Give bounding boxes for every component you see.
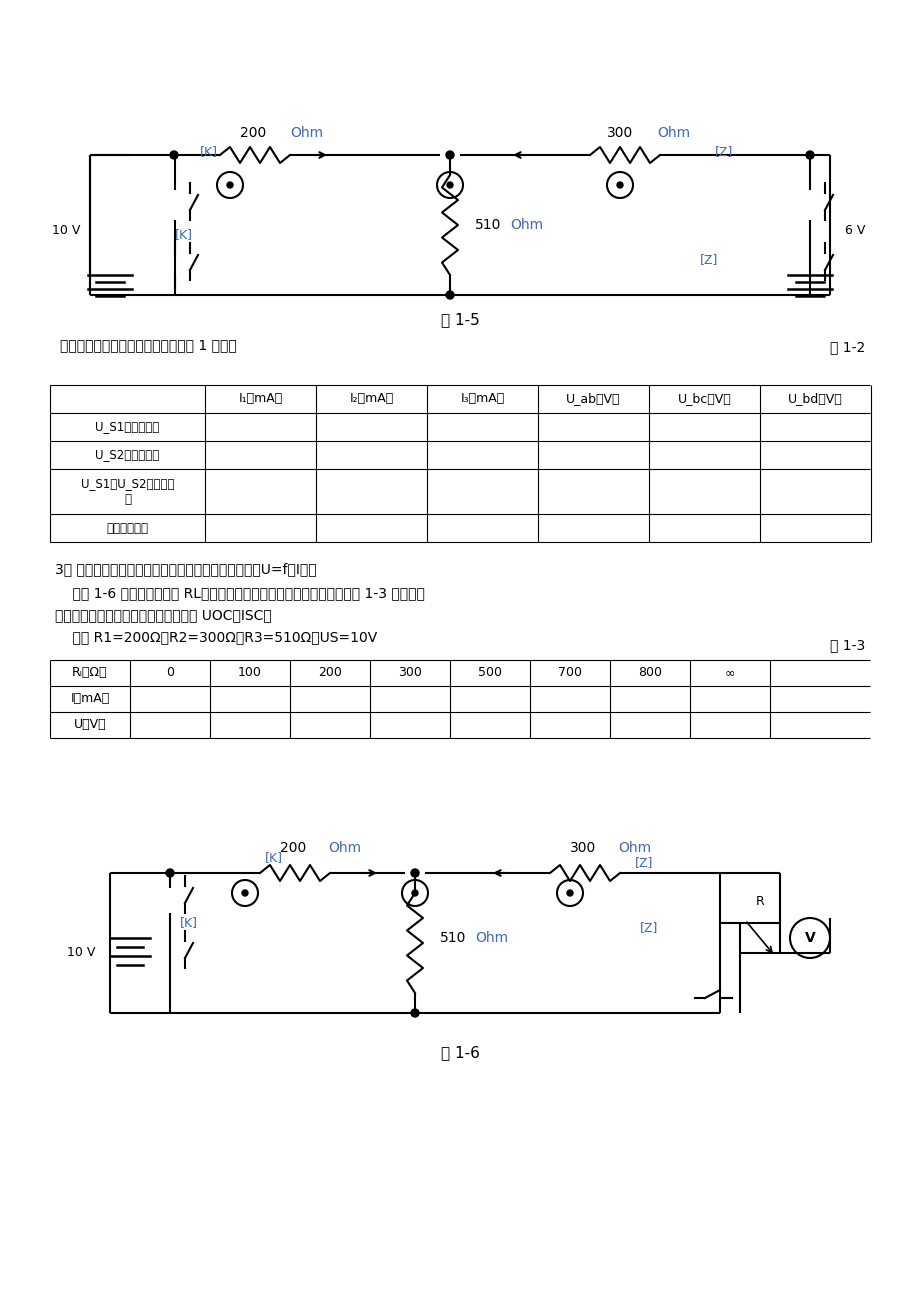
Text: V: V <box>804 931 814 945</box>
Text: 表 1-3: 表 1-3 <box>829 638 864 653</box>
Text: I（mA）: I（mA） <box>70 693 109 706</box>
Text: Ohm: Ohm <box>328 841 361 855</box>
Text: [K]: [K] <box>180 916 198 930</box>
Text: 300: 300 <box>569 841 596 855</box>
Circle shape <box>227 182 233 188</box>
Text: I₂（mA）: I₂（mA） <box>349 393 393 406</box>
Text: 按图 1-6 接线，改变电防 RL值，测量对应的电流和电压值，数据填在表 1-3 内。根据: 按图 1-6 接线，改变电防 RL值，测量对应的电流和电压值，数据填在表 1-3… <box>55 586 425 601</box>
Text: 510: 510 <box>439 931 466 945</box>
Text: 0: 0 <box>165 667 174 680</box>
Text: [K]: [K] <box>175 229 193 242</box>
Text: 图 1-5: 图 1-5 <box>440 312 479 328</box>
Text: [Z]: [Z] <box>634 857 652 870</box>
Text: R: R <box>754 894 764 907</box>
Circle shape <box>617 182 622 188</box>
Text: 200: 200 <box>318 667 342 680</box>
Text: Ohm: Ohm <box>509 218 542 231</box>
Text: 10 V: 10 V <box>66 946 95 959</box>
Text: [K]: [K] <box>199 146 218 159</box>
Text: U_ab（V）: U_ab（V） <box>565 393 620 406</box>
Text: Rₗ（Ω）: Rₗ（Ω） <box>73 667 108 680</box>
Circle shape <box>446 291 453 299</box>
Text: [Z]: [Z] <box>640 922 658 935</box>
Text: U_S1、U_S2共同作用
时: U_S1、U_S2共同作用 时 <box>81 477 174 506</box>
Circle shape <box>446 151 453 159</box>
Text: [Z]: [Z] <box>699 254 718 266</box>
Text: I₃（mA）: I₃（mA） <box>460 393 505 406</box>
Circle shape <box>566 891 573 896</box>
Text: 表 1-2: 表 1-2 <box>829 341 864 354</box>
Circle shape <box>411 868 418 878</box>
Text: 200: 200 <box>240 126 266 140</box>
Circle shape <box>170 151 177 159</box>
Text: 验证叠加原理: 验证叠加原理 <box>107 521 148 534</box>
Text: Ohm: Ohm <box>289 126 323 140</box>
Text: Ohm: Ohm <box>618 841 651 855</box>
Circle shape <box>242 891 248 896</box>
Bar <box>739 923 779 953</box>
Text: Ohm: Ohm <box>656 126 689 140</box>
Text: 700: 700 <box>558 667 582 680</box>
Text: 两电源共同作用时的数据在实验内容 1 中取。: 两电源共同作用时的数据在实验内容 1 中取。 <box>60 338 236 352</box>
Text: 10 V: 10 V <box>51 224 80 237</box>
Text: 510: 510 <box>474 218 501 231</box>
Text: U（V）: U（V） <box>74 719 107 732</box>
Text: Ohm: Ohm <box>474 931 507 945</box>
Text: 其中 R1=200Ω、R2=300Ω、R3=510Ω、US=10V: 其中 R1=200Ω、R2=300Ω、R3=510Ω、US=10V <box>55 630 377 644</box>
Circle shape <box>447 182 452 188</box>
Text: 3、 测定线性含源一端口网络的外特性（既伏安特性）U=f（I）。: 3、 测定线性含源一端口网络的外特性（既伏安特性）U=f（I）。 <box>55 562 316 576</box>
Text: 300: 300 <box>607 126 632 140</box>
Text: U_S2单独作用时: U_S2单独作用时 <box>96 448 160 461</box>
Circle shape <box>412 891 417 896</box>
Text: I₁（mA）: I₁（mA） <box>238 393 282 406</box>
Text: 图 1-6: 图 1-6 <box>440 1045 479 1061</box>
Text: 300: 300 <box>398 667 422 680</box>
Text: 6 V: 6 V <box>844 224 865 237</box>
Circle shape <box>165 868 174 878</box>
Text: U_S1单独作用时: U_S1单独作用时 <box>96 420 160 433</box>
Text: [Z]: [Z] <box>714 146 732 159</box>
Text: 测量结果，求出对应于戴维南等效参数 UOC、ISC。: 测量结果，求出对应于戴维南等效参数 UOC、ISC。 <box>55 608 271 621</box>
Text: ∞: ∞ <box>724 667 734 680</box>
Text: U_bd（V）: U_bd（V） <box>788 393 842 406</box>
Text: [K]: [K] <box>265 852 283 864</box>
Text: 800: 800 <box>637 667 662 680</box>
Circle shape <box>805 151 813 159</box>
Circle shape <box>411 1009 418 1017</box>
Text: 500: 500 <box>478 667 502 680</box>
Text: 200: 200 <box>279 841 306 855</box>
Text: U_bc（V）: U_bc（V） <box>677 393 731 406</box>
Text: 100: 100 <box>238 667 262 680</box>
